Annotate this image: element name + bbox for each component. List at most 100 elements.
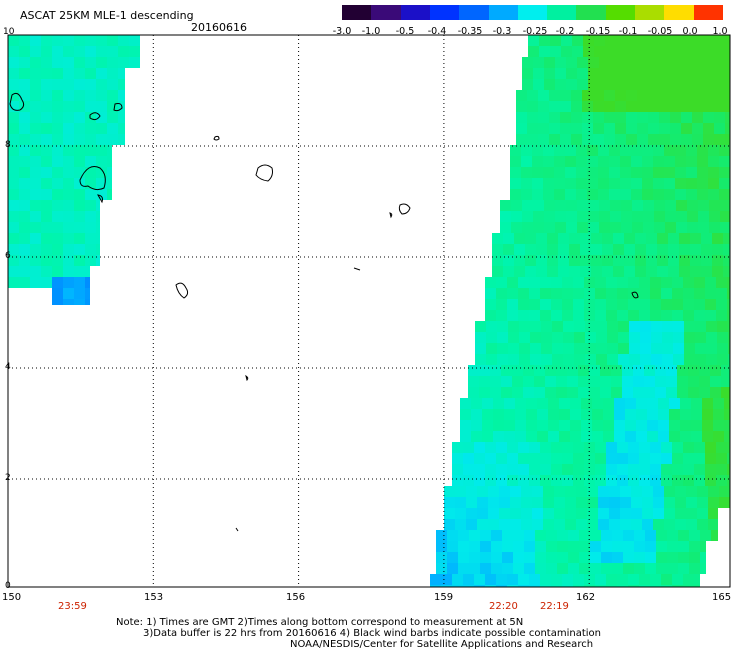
swath-cell	[565, 486, 576, 497]
swath-cell	[474, 464, 485, 475]
swath-cell	[52, 68, 63, 79]
swath-cell	[623, 541, 634, 552]
swath-cell	[19, 211, 30, 222]
swath-cell	[602, 266, 613, 277]
swath-cell	[107, 112, 118, 123]
swath-cell	[516, 134, 527, 145]
swath-cell	[524, 563, 535, 574]
swath-cell	[496, 299, 507, 310]
swath-cell	[648, 123, 659, 134]
swath-cell	[695, 343, 706, 354]
swath-cell	[583, 35, 594, 46]
swath-cell	[710, 365, 721, 376]
swath-cell	[601, 541, 612, 552]
map-title: ASCAT 25KM MLE-1 descending	[20, 9, 194, 22]
swath-cell	[657, 255, 668, 266]
swath-cell	[63, 134, 74, 145]
swath-cell	[584, 288, 595, 299]
swath-cell	[603, 431, 614, 442]
pass-time: 22:20	[489, 601, 518, 612]
swath-cell	[681, 101, 692, 112]
swath-cell	[713, 409, 724, 420]
swath-cell	[562, 442, 573, 453]
swath-cell	[587, 486, 598, 497]
swath-cell	[540, 585, 551, 587]
swath-cell	[631, 508, 642, 519]
swath-cell	[587, 156, 598, 167]
swath-cell	[533, 200, 544, 211]
swath-cell	[637, 90, 648, 101]
swath-cell	[582, 123, 593, 134]
swath-cell	[502, 541, 513, 552]
swath-cell	[452, 464, 463, 475]
swath-cell	[107, 123, 118, 134]
swath-cell	[19, 90, 30, 101]
swath-cell	[622, 376, 633, 387]
swath-cell	[625, 398, 636, 409]
swath-cell	[637, 112, 648, 123]
swath-cell	[628, 277, 639, 288]
swath-cell	[485, 475, 496, 486]
swath-cell	[576, 156, 587, 167]
swath-cell	[518, 475, 529, 486]
swath-cell	[499, 519, 510, 530]
swath-cell	[587, 167, 598, 178]
swath-cell	[510, 189, 521, 200]
swath-cell	[532, 508, 543, 519]
swath-cell	[496, 585, 507, 587]
swath-cell	[19, 222, 30, 233]
swath-cell	[474, 574, 485, 585]
swath-cell	[510, 178, 521, 189]
swath-cell	[530, 343, 541, 354]
swath-cell	[30, 134, 41, 145]
swath-cell	[701, 266, 712, 277]
swath-cell	[639, 585, 650, 587]
swath-cell	[533, 57, 544, 68]
swath-cell	[530, 321, 541, 332]
swath-cell	[63, 211, 74, 222]
swath-cell	[85, 167, 96, 178]
swath-cell	[568, 563, 579, 574]
swath-cell	[713, 431, 724, 442]
swath-cell	[688, 387, 699, 398]
swath-cell	[720, 222, 730, 233]
swath-cell	[96, 68, 107, 79]
swath-cell	[635, 266, 646, 277]
swath-cell	[615, 101, 626, 112]
swath-cell	[598, 486, 609, 497]
swath-cell	[678, 563, 689, 574]
swath-cell	[598, 178, 609, 189]
swath-cell	[557, 563, 568, 574]
swath-cell	[651, 343, 662, 354]
swath-cell	[721, 365, 730, 376]
swath-cell	[537, 398, 548, 409]
swath-cell	[543, 178, 554, 189]
swath-cell	[19, 189, 30, 200]
swath-cell	[545, 387, 556, 398]
swath-cell	[606, 310, 617, 321]
swath-cell	[521, 178, 532, 189]
swath-cell	[645, 552, 656, 563]
swath-cell	[621, 68, 632, 79]
swath-cell	[603, 398, 614, 409]
swath-cell	[672, 310, 683, 321]
grid-lines	[8, 35, 730, 587]
swath-cell	[580, 233, 591, 244]
swath-cell	[496, 464, 507, 475]
swath-cell	[502, 563, 513, 574]
swath-cell	[644, 387, 655, 398]
swath-cell	[485, 464, 496, 475]
swath-cell	[96, 57, 107, 68]
swath-cell	[585, 354, 596, 365]
swath-cell	[52, 145, 63, 156]
swath-cell	[706, 354, 717, 365]
swath-cell	[676, 200, 687, 211]
swath-cell	[661, 574, 672, 585]
swath-cell	[697, 486, 708, 497]
swath-cell	[632, 79, 643, 90]
swath-cell	[118, 68, 125, 79]
swath-cell	[606, 585, 617, 587]
swath-cell	[475, 354, 486, 365]
swath-cell	[689, 530, 700, 541]
swath-cell	[496, 288, 507, 299]
